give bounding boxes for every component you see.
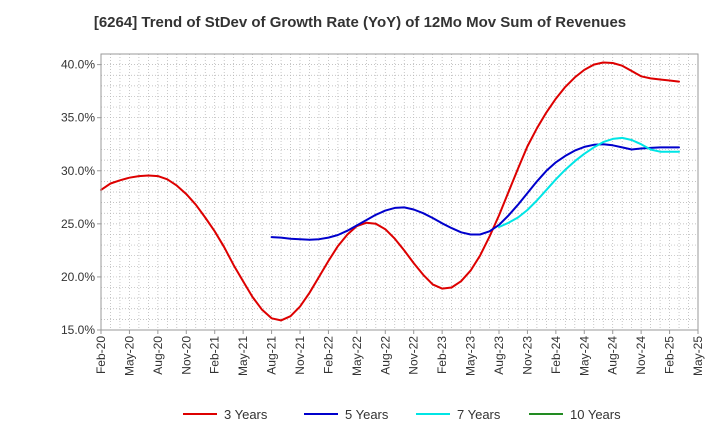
series-layer bbox=[100, 61, 680, 322]
y-tick-label: 40.0% bbox=[61, 58, 95, 72]
x-tick-label: Feb-20 bbox=[94, 336, 108, 374]
legend-label: 3 Years bbox=[224, 407, 268, 422]
legend: 3 Years 5 Years 7 Years 10 Years bbox=[183, 407, 621, 422]
x-tick-label: Nov-22 bbox=[407, 336, 421, 375]
x-tick-label: May-22 bbox=[350, 336, 364, 376]
x-tick-label: Nov-23 bbox=[520, 336, 534, 375]
x-tick-label: May-20 bbox=[122, 336, 136, 376]
series-line-7-years bbox=[498, 136, 680, 228]
grid bbox=[101, 54, 698, 330]
legend-label: 5 Years bbox=[345, 407, 389, 422]
y-axis: 15.0% 20.0% 25.0% 30.0% 35.0% 40.0% bbox=[61, 58, 101, 337]
plot-frame bbox=[100, 53, 699, 331]
x-axis: Feb-20 May-20 Aug-20 Nov-20 Feb-21 May-21 Aug-… bbox=[94, 330, 705, 376]
x-tick-label: Nov-21 bbox=[293, 336, 307, 375]
y-tick-label: 15.0% bbox=[61, 323, 95, 337]
x-tick-label: Feb-25 bbox=[663, 336, 677, 374]
x-tick-label: May-24 bbox=[577, 336, 591, 376]
chart-title: [6264] Trend of StDev of Growth Rate (Yo… bbox=[93, 14, 627, 31]
x-tick-label: Aug-21 bbox=[265, 336, 279, 375]
x-tick-label: May-23 bbox=[464, 336, 478, 376]
y-tick-label: 35.0% bbox=[61, 111, 95, 125]
x-tick-label: Feb-23 bbox=[435, 336, 449, 374]
series-line-3-years bbox=[100, 61, 680, 322]
x-tick-label: Nov-20 bbox=[179, 336, 193, 375]
x-tick-label: May-21 bbox=[236, 336, 250, 376]
x-tick-label: Feb-24 bbox=[549, 336, 563, 374]
y-tick-label: 20.0% bbox=[61, 270, 95, 284]
x-tick-label: Feb-21 bbox=[208, 336, 222, 374]
x-tick-label: Aug-22 bbox=[378, 336, 392, 375]
x-tick-label: Aug-24 bbox=[606, 336, 620, 375]
x-tick-label: Aug-23 bbox=[492, 336, 506, 375]
y-tick-label: 30.0% bbox=[61, 164, 95, 178]
legend-label: 10 Years bbox=[570, 407, 621, 422]
x-tick-label: Aug-20 bbox=[151, 336, 165, 375]
series-line-5-years bbox=[270, 143, 680, 241]
x-tick-label: Nov-24 bbox=[634, 336, 648, 375]
x-tick-label: Feb-22 bbox=[321, 336, 335, 374]
y-tick-label: 25.0% bbox=[61, 217, 95, 231]
legend-label: 7 Years bbox=[457, 407, 501, 422]
x-tick-label: May-25 bbox=[691, 336, 705, 376]
